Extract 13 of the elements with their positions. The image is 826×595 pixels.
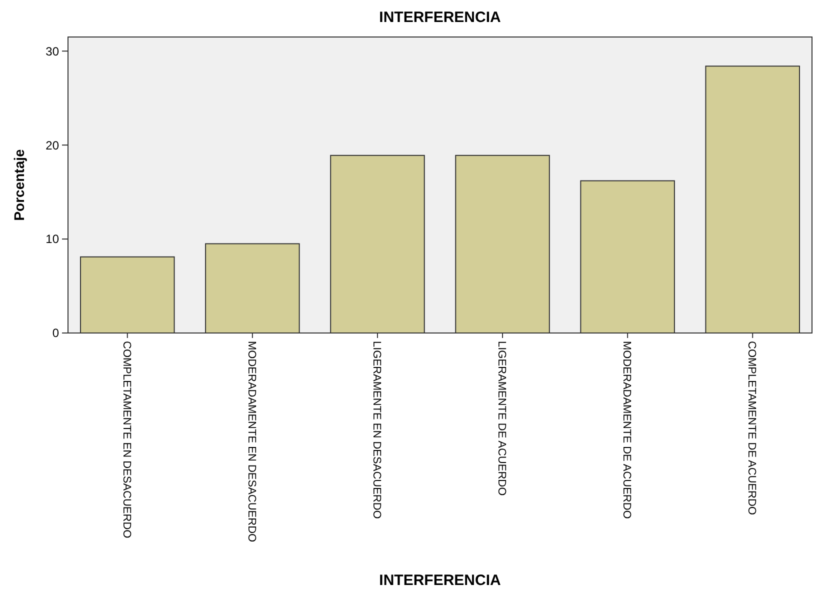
- y-tick-label: 0: [52, 326, 60, 340]
- x-tick-label: LIGERAMENTE DE ACUERDO: [496, 341, 508, 496]
- x-tick-label: MODERADAMENTE EN DESACUERDO: [246, 341, 258, 543]
- chart-title: INTERFERENCIA: [379, 9, 501, 26]
- x-tick-label: LIGERAMENTE EN DESACUERDO: [370, 341, 383, 520]
- y-tick-label: 30: [46, 44, 60, 58]
- x-tick-label: MODERADAMENTE DE ACUERDO: [620, 341, 633, 520]
- y-tick-label: 10: [46, 232, 60, 246]
- x-tick-label: COMPLETAMENTE EN DESACUERDO: [120, 341, 133, 539]
- y-tick-label: 20: [46, 138, 60, 152]
- x-tick-label: COMPLETAMENTE DE ACUERDO: [746, 341, 758, 516]
- y-axis-title: Porcentaje: [11, 148, 27, 221]
- x-axis-title: INTERFERENCIA: [379, 572, 501, 589]
